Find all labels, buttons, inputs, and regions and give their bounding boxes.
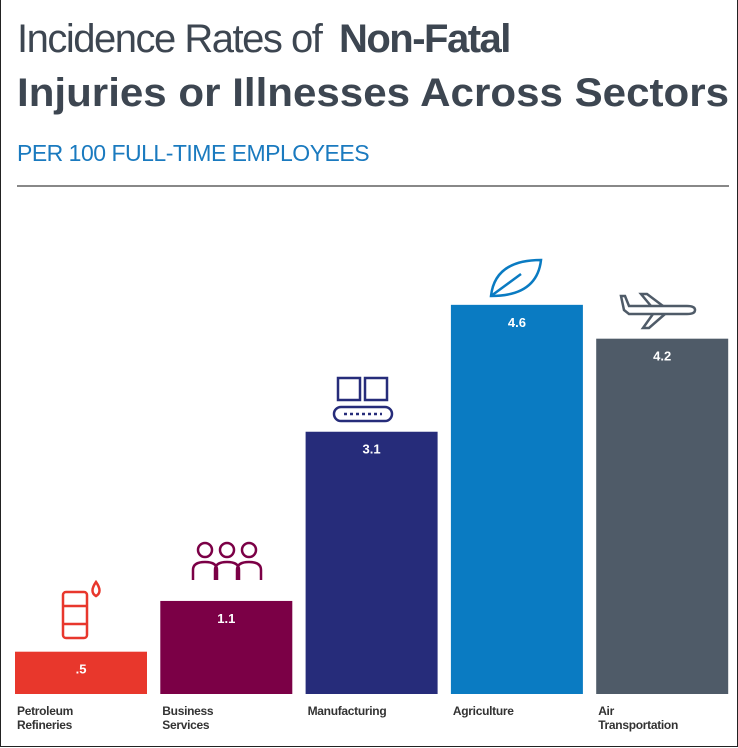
icon-leaf — [489, 258, 543, 298]
x-tick-label: Air Transportation — [598, 704, 678, 732]
value-label: 4.6 — [508, 315, 526, 330]
bar — [160, 600, 293, 694]
title-light: Incidence Rates of — [17, 17, 324, 61]
x-tick-label: Petroleum Refineries — [17, 704, 73, 732]
x-tick-label: Manufacturing — [307, 704, 387, 718]
chart-subtitle: PER 100 FULL-TIME EMPLOYEES — [17, 140, 369, 166]
value-label: 1.1 — [217, 611, 235, 626]
chart-title-line: Injuries or Illnesses Across Sectors — [17, 71, 729, 115]
bar — [596, 338, 729, 694]
x-tick-label: Business Services — [162, 704, 214, 732]
value-label: 4.2 — [653, 349, 671, 364]
value-label: .5 — [76, 662, 87, 677]
bar — [450, 304, 583, 694]
value-label: 3.1 — [363, 442, 381, 457]
chart-title: Incidence Rates of Non-Fatal — [17, 17, 510, 61]
title-bold: Non-Fatal — [339, 17, 510, 61]
bar — [15, 651, 147, 694]
icon-conveyor — [332, 376, 394, 423]
x-tick-label: Agriculture — [452, 704, 514, 718]
icon-barrel — [61, 579, 101, 640]
bar — [305, 431, 438, 694]
icon-plane — [619, 292, 697, 330]
icon-people — [191, 541, 263, 580]
